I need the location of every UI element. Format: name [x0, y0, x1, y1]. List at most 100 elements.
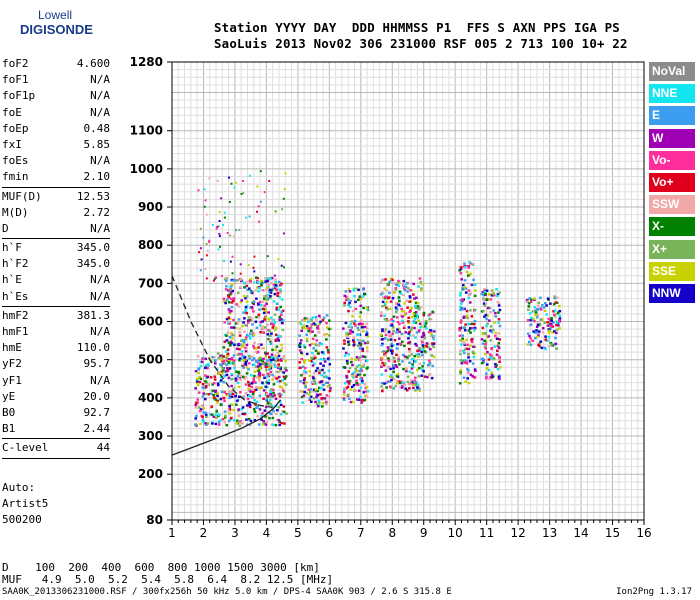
echo-point	[411, 365, 415, 368]
param-name: fxI	[2, 137, 22, 151]
echo-point	[413, 355, 416, 358]
echo-point	[491, 328, 495, 332]
echo-point	[310, 356, 313, 360]
echo-point	[459, 359, 463, 362]
echo-point	[346, 385, 350, 389]
echo-point	[350, 326, 354, 329]
echo-point	[281, 379, 284, 382]
echo-point	[284, 383, 288, 386]
echo-point	[555, 347, 558, 350]
echo-point	[217, 225, 220, 228]
echo-point	[482, 302, 486, 305]
echo-point	[245, 336, 248, 339]
echo-point	[300, 352, 304, 356]
echo-point	[486, 335, 489, 338]
echo-point	[420, 287, 423, 290]
echo-point	[230, 301, 234, 304]
echo-point	[312, 354, 316, 357]
echo-point	[261, 347, 264, 350]
echo-point	[458, 334, 462, 337]
echo-point	[304, 386, 307, 389]
echo-point	[310, 400, 313, 403]
echo-point	[541, 318, 544, 321]
echo-point	[485, 289, 489, 292]
echo-point	[397, 327, 401, 330]
echo-point	[401, 321, 405, 324]
echo-point	[302, 326, 306, 329]
echo-point	[244, 363, 248, 366]
echo-point	[405, 282, 408, 286]
echo-point	[389, 385, 392, 388]
echo-point	[386, 346, 390, 349]
echo-point	[328, 363, 332, 366]
echo-point	[384, 328, 388, 331]
echo-point	[389, 300, 393, 303]
echo-point	[422, 334, 426, 337]
echo-point	[245, 333, 249, 337]
echo-point	[466, 316, 470, 320]
echo-point	[283, 422, 286, 425]
param-name: D	[2, 221, 9, 235]
echo-point	[262, 397, 265, 400]
echo-point	[547, 345, 551, 348]
echo-point	[494, 311, 497, 315]
echo-point	[252, 377, 255, 380]
echo-point	[322, 358, 326, 362]
param-row: yF2 95.7	[2, 356, 110, 372]
echo-point	[257, 359, 260, 362]
echo-point	[303, 377, 306, 380]
logo-line2: DIGISONDE	[20, 22, 93, 37]
echo-point	[413, 317, 417, 321]
echo-point	[497, 341, 501, 345]
echo-point	[430, 329, 434, 333]
echo-point	[489, 376, 493, 379]
echo-point	[344, 290, 348, 293]
echo-point	[402, 309, 405, 313]
echo-point	[250, 373, 253, 377]
echo-point	[247, 321, 250, 324]
echo-point	[276, 380, 280, 383]
echo-point	[383, 318, 387, 321]
echo-point	[397, 303, 400, 306]
echo-point	[242, 294, 246, 298]
echo-point	[322, 388, 326, 391]
echo-point	[220, 364, 223, 368]
echo-point	[264, 365, 268, 369]
echo-point	[240, 408, 243, 411]
echo-point	[215, 227, 218, 230]
param-value: 5.85	[83, 137, 111, 151]
echo-point	[401, 340, 404, 343]
echo-point	[420, 282, 424, 286]
echo-point	[379, 333, 383, 336]
echo-point	[269, 295, 272, 298]
echo-point	[363, 398, 367, 402]
echo-point	[359, 377, 362, 381]
echo-point	[351, 400, 355, 404]
echo-point	[239, 300, 242, 304]
echo-point	[242, 366, 245, 369]
echo-point	[347, 325, 351, 328]
echo-point	[382, 350, 385, 353]
echo-point	[271, 388, 275, 392]
echo-point	[417, 319, 420, 322]
echo-point	[359, 367, 363, 371]
echo-point	[223, 211, 226, 214]
echo-point	[351, 315, 354, 318]
echo-point	[381, 361, 384, 365]
echo-point	[281, 208, 284, 211]
echo-point	[264, 309, 267, 312]
echo-point	[467, 329, 471, 332]
echo-point	[361, 379, 364, 383]
echo-point	[395, 316, 399, 319]
echo-point	[257, 362, 260, 365]
echo-point	[247, 417, 251, 421]
echo-point	[390, 344, 394, 348]
echo-point	[461, 334, 464, 337]
echo-point	[555, 301, 559, 304]
echo-point	[389, 334, 392, 337]
echo-point	[538, 323, 542, 327]
echo-point	[320, 373, 324, 377]
echo-point	[311, 381, 315, 384]
echo-point	[534, 313, 537, 317]
echo-point	[217, 421, 221, 424]
